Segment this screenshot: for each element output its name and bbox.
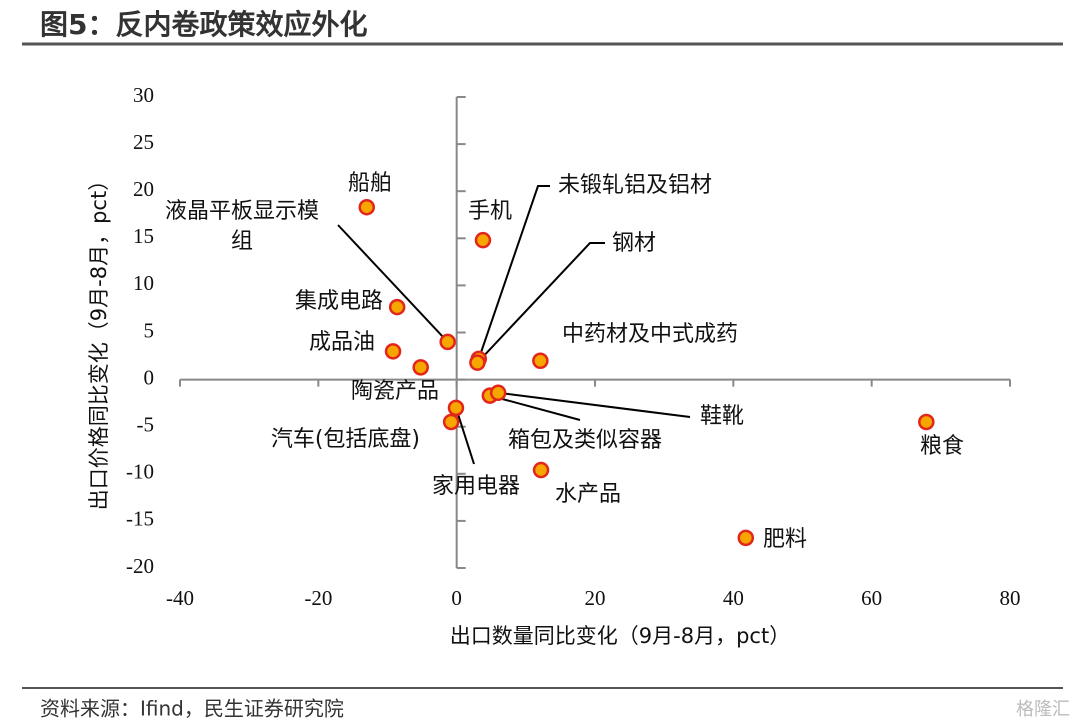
x-tick-label: 20	[585, 586, 606, 610]
point-label: 中药材及中式成药	[561, 322, 738, 347]
point	[489, 384, 507, 402]
point	[532, 352, 549, 370]
leader-line	[498, 391, 691, 418]
point	[447, 399, 465, 417]
y-tick-label: 5	[144, 318, 155, 342]
leader-line	[455, 407, 475, 465]
source: 资料来源：Ifind，民生证券研究院	[40, 697, 344, 721]
point	[384, 343, 402, 360]
point	[442, 413, 460, 431]
x-tick-label: 80	[1000, 586, 1021, 610]
point	[918, 413, 935, 431]
y-tick-label: -15	[126, 507, 154, 531]
point-label: 鞋靴	[700, 404, 745, 429]
y-tick-label: 30	[133, 83, 154, 107]
leader-line	[476, 242, 605, 364]
y-axis-label: 出口价格同比变化（9月-8月，pct）	[87, 170, 111, 510]
x-tick-label: 40	[723, 586, 744, 610]
x-tick-label: 0	[451, 586, 462, 610]
point-label: 船舶	[347, 171, 393, 196]
y-tick-label: 10	[133, 271, 154, 295]
y-tick-label: 0	[144, 365, 155, 389]
y-tick-label: -10	[126, 460, 154, 484]
point-label: 陶瓷产品	[350, 379, 440, 404]
point-label: 箱包及类似容器	[507, 428, 663, 453]
point-label: 液晶平板显示模组	[164, 199, 319, 254]
x-tick-label: -40	[166, 586, 194, 610]
point-label: 未锻轧铝及铝材	[558, 173, 713, 198]
point-label: 钢材	[612, 231, 657, 256]
point-label: 手机	[467, 199, 513, 224]
point	[439, 333, 456, 351]
x-tick-label: -20	[304, 586, 332, 610]
point	[737, 529, 755, 547]
y-tick-label: -20	[126, 554, 154, 578]
point-label: 汽车(包括底盘)	[270, 427, 420, 452]
point-label: 成品油	[308, 330, 375, 355]
point	[469, 354, 486, 371]
point-label: 集成电路	[294, 289, 383, 314]
x-axis-label: 出口数量同比变化（9月-8月，pct）	[450, 624, 790, 648]
leader-line	[337, 224, 449, 343]
x-tick-label: 60	[861, 586, 882, 610]
y-tick-label: 25	[133, 130, 154, 154]
point	[388, 298, 406, 316]
y-tick-label: 15	[133, 224, 154, 248]
leader-line	[489, 394, 581, 421]
point	[358, 198, 375, 216]
leader-line	[477, 185, 550, 360]
point	[532, 461, 550, 479]
y-tick-label: -5	[137, 413, 155, 437]
chart-title: 图5：反内卷政策效应外化	[40, 8, 367, 41]
point	[474, 231, 492, 249]
watermark: 格隆汇	[1016, 699, 1070, 720]
point-label: 水产品	[555, 482, 622, 507]
point-label: 肥料	[763, 527, 808, 552]
point-label: 粮食	[920, 434, 965, 459]
point	[412, 359, 429, 376]
point-label: 家用电器	[431, 474, 521, 499]
y-tick-label: 20	[133, 177, 154, 201]
